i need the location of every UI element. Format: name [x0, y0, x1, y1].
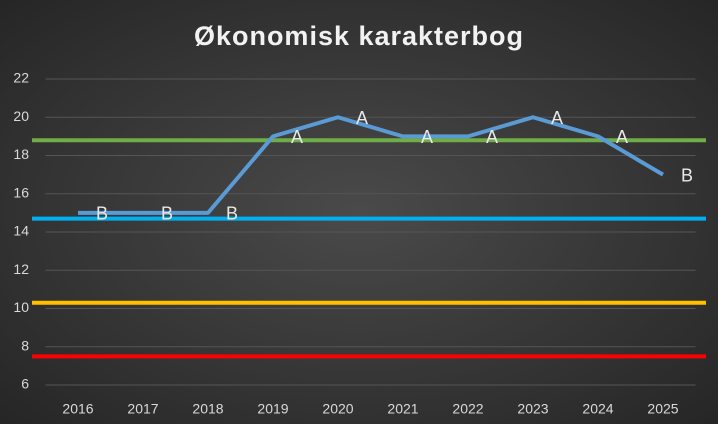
y-tick-label: 8	[21, 337, 29, 353]
data-line	[78, 115, 665, 215]
data-label: B	[96, 204, 108, 224]
data-label: A	[356, 108, 368, 128]
data-label: A	[291, 127, 303, 147]
x-tick-label: 2024	[582, 401, 613, 417]
x-tick-label: 2023	[517, 401, 548, 417]
data-label: A	[486, 127, 498, 147]
x-tick-label: 2022	[452, 401, 483, 417]
x-tick-label: 2019	[257, 401, 288, 417]
x-tick-label: 2017	[127, 401, 158, 417]
y-tick-label: 6	[21, 376, 29, 392]
y-tick-label: 22	[13, 70, 29, 86]
x-tick-label: 2018	[192, 401, 223, 417]
x-tick-label: 2020	[322, 401, 353, 417]
y-tick-label: 14	[13, 223, 29, 239]
y-tick-label: 20	[13, 108, 29, 124]
data-label: B	[226, 204, 238, 224]
y-tick-label: 12	[13, 261, 29, 277]
x-tick-label: 2025	[647, 401, 678, 417]
chart-title: Økonomisk karakterbog	[194, 21, 524, 51]
x-tick-label: 2021	[387, 401, 418, 417]
y-tick-label: 18	[13, 146, 29, 162]
data-label: B	[161, 204, 173, 224]
y-tick-label: 16	[13, 184, 29, 200]
data-label: A	[616, 127, 628, 147]
x-tick-label: 2016	[62, 401, 93, 417]
data-label: A	[421, 127, 433, 147]
data-label: A	[551, 108, 563, 128]
data-label: B	[681, 165, 693, 185]
y-tick-label: 10	[13, 299, 29, 315]
